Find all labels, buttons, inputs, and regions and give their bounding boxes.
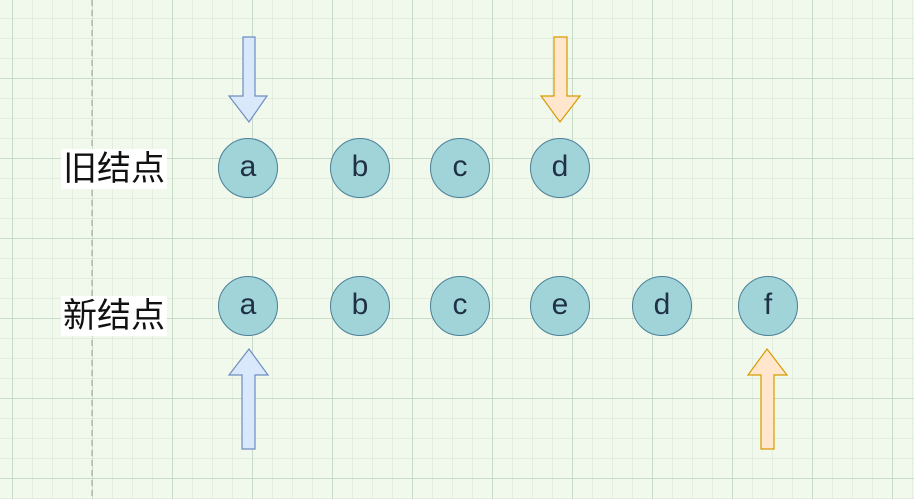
old-node: c [430,138,490,198]
new-node-text: c [452,288,468,321]
new-node: d [632,276,692,336]
old-node-text: b [351,150,369,183]
new-node: f [738,276,798,336]
new-end-pointer-arrow [746,347,789,450]
new-node-text: b [351,288,369,321]
new-node-text: e [551,288,569,321]
old-start-pointer-arrow [227,36,269,124]
new-nodes-label: 新结点 [61,296,167,336]
new-node-text: a [239,288,257,321]
new-start-pointer-arrow [227,347,270,450]
old-node: d [530,138,590,198]
new-node: c [430,276,490,336]
old-nodes-label: 旧结点 [61,149,167,189]
new-node: e [530,276,590,336]
old-node-text: c [452,150,468,183]
old-end-pointer-arrow [539,36,582,124]
new-node-text: f [763,288,773,321]
old-node-text: d [551,150,569,183]
new-node-text: d [653,288,671,321]
old-node: b [330,138,390,198]
new-node: b [330,276,390,336]
new-node: a [218,276,278,336]
old-node-text: a [239,150,257,183]
old-node: a [218,138,278,198]
